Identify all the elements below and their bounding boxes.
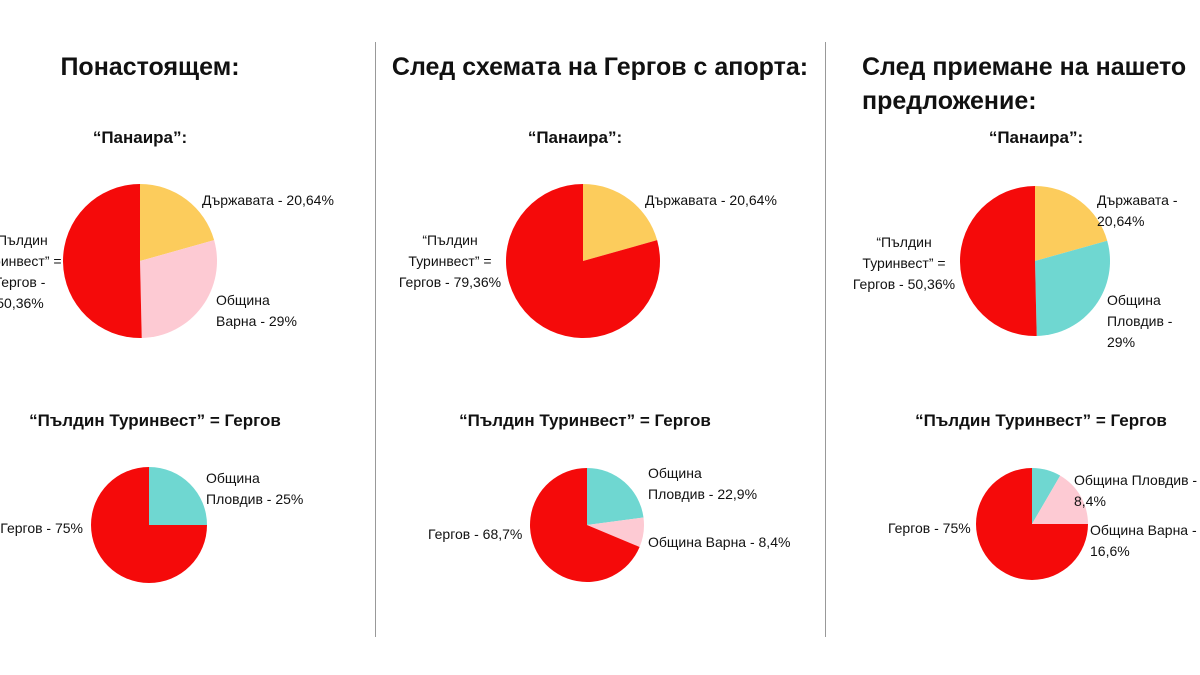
panel-2-panaira-pie [506,184,660,338]
panel-1-pie-1-title: “Панаира”: [92,128,188,147]
p1-label-varna: Община Варна - 29% [216,292,297,329]
p3-label-gergov: “Пълдин Туринвест” = Гергов - 50,36% [852,234,956,292]
p3-label-state: Държавата - 20,64% [1097,192,1178,229]
panel-3-panaira-pie [960,186,1110,336]
divider-left [375,42,376,637]
pie-3-slice-1 [587,517,644,547]
panel-1-panaira-pie [63,184,217,338]
panel-1-title: Понастоящем: [60,53,240,81]
p1-label-gergov: “Пълдин Туринвест” = Гергов - 50,36% [0,232,62,311]
p2-label-gergov-2: Гергов - 68,7% [428,526,523,542]
panel-2-title: След схемата на Гергов с апорта: [391,53,809,81]
pie-5-slice-2 [976,468,1088,580]
p3-label-plovdiv: Община Пловдив - 29% [1107,292,1173,350]
pie-2-slice-1 [506,184,660,338]
p2-label-gergov: “Пълдин Туринвест” = Гергов - 79,36% [398,232,502,290]
pie-3-slice-0 [587,468,644,525]
p3-label-plovdiv: Община Пловдив - 8,4% [1074,472,1198,509]
panel-3-title: След приемане на нашето предложение: [862,53,1187,115]
p3-label-varna: Община Варна - 16,6% [1090,522,1197,559]
pie-5-slice-0 [1032,468,1061,524]
pie-0-slice-1 [140,240,217,338]
divider-right [825,42,826,637]
pie-4-slice-2 [960,186,1037,336]
p1-label-plovdiv: Община Пловдив - 25% [206,470,304,507]
p2-label-plovdiv: Община Пловдив - 22,9% [648,465,758,502]
panel-1-pie-2-title: “Пълдин Туринвест” = Гергов [29,411,281,430]
panel-2-pie-1-title: “Панаира”: [527,128,623,147]
panel-3-pie-2-title: “Пълдин Туринвест” = Гергов [915,411,1167,430]
panel-2-puldin-pie [530,468,644,582]
panel-2-pie-2-title: “Пълдин Туринвест” = Гергов [459,411,711,430]
pie-4-slice-0 [1035,186,1108,261]
panel-3-pie-1-title: “Панаира”: [988,128,1084,147]
pie-1-slice-0 [149,467,207,525]
p2-label-varna: Община Варна - 8,4% [648,534,791,550]
pie-0-slice-0 [140,184,215,261]
panel-3-puldin-pie [976,468,1088,580]
panel-1-puldin-pie [91,467,207,583]
p3-label-gergov-2: Гергов - 75% [888,520,971,536]
pie-2-slice-0 [583,184,658,261]
pie-5-slice-1 [1032,475,1088,524]
p2-label-state: Държавата - 20,64% [645,192,777,208]
p1-label-gergov-2: Гергов - 75% [0,520,83,536]
pie-3-slice-2 [530,468,640,582]
pie-1-slice-1 [91,467,207,583]
p1-label-state: Държавата - 20,64% [202,192,334,208]
pie-0-slice-2 [63,184,142,338]
pie-4-slice-1 [1035,240,1110,336]
